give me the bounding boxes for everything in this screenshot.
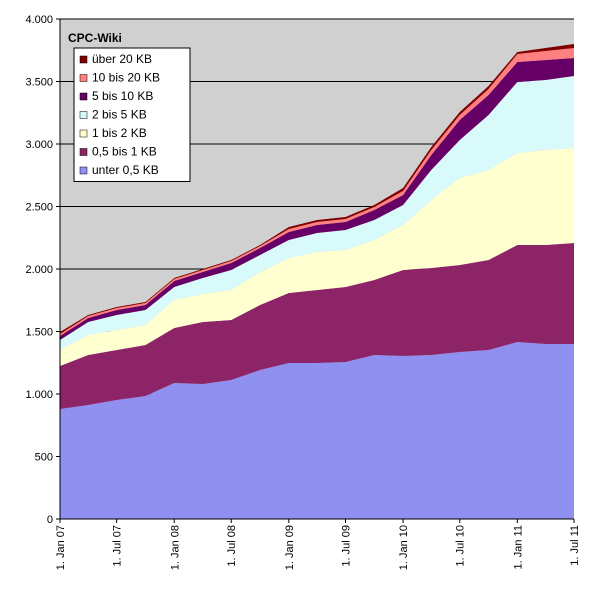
y-tick-label: 1.500 bbox=[25, 327, 53, 339]
x-tick-label: 1. Jan 08 bbox=[169, 525, 181, 570]
legend-swatch bbox=[79, 166, 88, 175]
x-tick-label: 1. Jul 09 bbox=[340, 525, 352, 567]
y-tick-label: 2.000 bbox=[25, 264, 53, 276]
area bbox=[60, 76, 574, 350]
y-tick-label: 500 bbox=[35, 452, 53, 464]
area bbox=[60, 243, 574, 409]
legend-label: 10 bis 20 KB bbox=[92, 71, 160, 85]
x-tick-label: 1. Jul 11 bbox=[569, 525, 581, 566]
y-tick-label: 0 bbox=[47, 514, 53, 526]
x-tick-label: 1. Jan 10 bbox=[398, 525, 410, 570]
area bbox=[60, 58, 574, 340]
legend-label: unter 0,5 KB bbox=[92, 163, 159, 177]
legend-label: 0,5 bis 1 KB bbox=[92, 145, 157, 159]
chart-title: CPC-Wiki bbox=[68, 31, 122, 45]
legend: über 20 KB 10 bis 20 KB 5 bis 10 KB 2 bis 5… bbox=[73, 47, 191, 182]
y-tick-label: 4.000 bbox=[25, 14, 53, 26]
x-tick-label: 1. Jan 11 bbox=[512, 525, 524, 569]
y-tick-label: 3.500 bbox=[25, 77, 53, 89]
legend-label: 1 bis 2 KB bbox=[92, 126, 147, 140]
legend-swatch bbox=[79, 74, 88, 82]
legend-swatch bbox=[79, 148, 88, 156]
legend-label: 2 bis 5 KB bbox=[92, 108, 147, 122]
legend-label: 5 bis 10 KB bbox=[92, 89, 153, 103]
legend-box bbox=[73, 47, 191, 182]
area bbox=[60, 148, 574, 366]
y-tick-label: 3.000 bbox=[25, 139, 53, 151]
x-tick-label: 1. Jul 10 bbox=[455, 525, 467, 567]
y-tick-label: 2.500 bbox=[25, 202, 53, 214]
legend-swatch bbox=[79, 92, 88, 101]
x-tick-label: 1. Jul 07 bbox=[112, 525, 124, 567]
area bbox=[60, 342, 574, 519]
x-tick-label: 1. Jan 09 bbox=[284, 525, 296, 570]
legend-swatch bbox=[79, 111, 88, 119]
legend-swatch bbox=[79, 55, 88, 64]
legend-label: über 20 KB bbox=[92, 52, 152, 66]
x-tick-label: 1. Jul 08 bbox=[226, 525, 238, 567]
legend-swatch bbox=[79, 129, 88, 138]
x-tick-label: 1. Jan 07 bbox=[55, 525, 67, 570]
y-tick-label: 1.000 bbox=[25, 389, 53, 401]
